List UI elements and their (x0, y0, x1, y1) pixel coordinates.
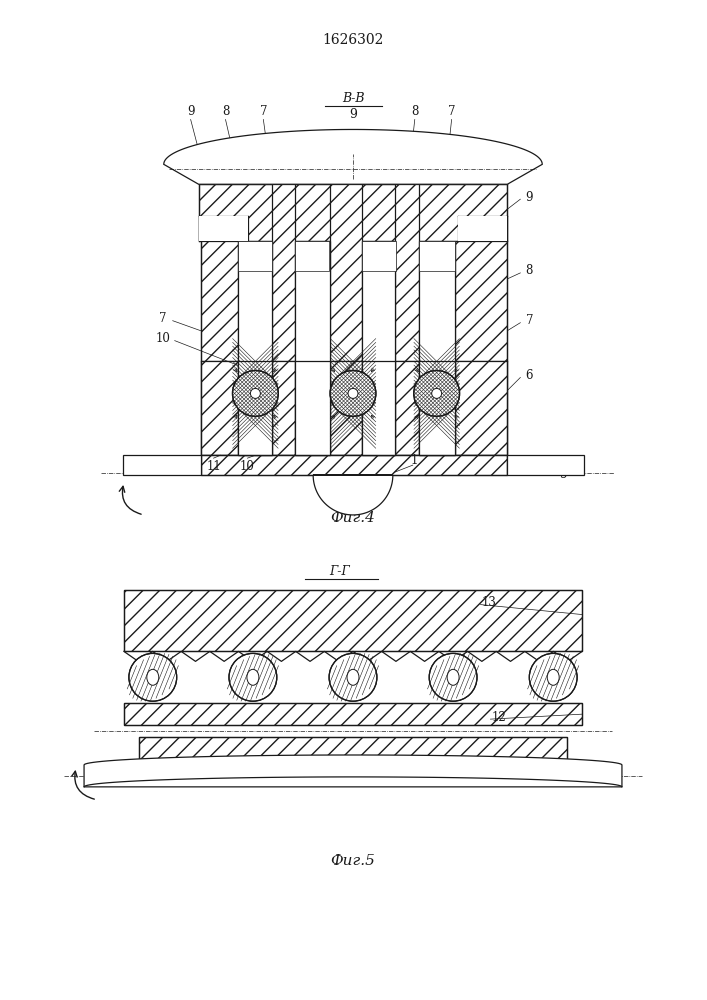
Text: 5: 5 (561, 468, 568, 481)
Bar (395, 184, 419, 455)
Bar (419, 361, 455, 455)
Ellipse shape (247, 669, 259, 685)
Text: 9: 9 (525, 191, 533, 204)
Bar (201, 241, 238, 455)
Bar (296, 361, 330, 455)
Bar (199, 216, 248, 241)
Bar (139, 737, 567, 765)
Text: 7: 7 (448, 105, 455, 118)
Text: 8: 8 (411, 105, 419, 118)
Bar (419, 241, 455, 271)
Bar (124, 703, 582, 725)
Text: 10: 10 (240, 460, 255, 473)
Text: 1626302: 1626302 (322, 33, 384, 47)
Text: 8: 8 (525, 264, 533, 277)
Ellipse shape (447, 669, 459, 685)
Circle shape (129, 653, 177, 701)
Bar (139, 737, 567, 765)
Polygon shape (164, 129, 542, 184)
Circle shape (250, 388, 260, 398)
Ellipse shape (547, 669, 559, 685)
Bar (238, 361, 272, 455)
Bar (238, 241, 272, 271)
Text: 7: 7 (259, 105, 267, 118)
Circle shape (329, 653, 377, 701)
Bar (296, 241, 330, 455)
Bar (455, 361, 508, 455)
Text: 7: 7 (525, 314, 533, 327)
Text: Г-Г: Г-Г (329, 565, 351, 578)
Bar (123, 455, 201, 475)
Bar (330, 184, 362, 455)
Text: 10: 10 (156, 332, 170, 345)
Bar (330, 361, 362, 455)
Polygon shape (84, 755, 622, 787)
Polygon shape (313, 475, 393, 515)
Text: 12: 12 (492, 711, 507, 724)
Text: Фиг.4: Фиг.4 (331, 511, 375, 525)
Bar (362, 241, 395, 455)
Bar (201, 455, 508, 475)
Circle shape (233, 371, 279, 416)
Text: В-В: В-В (341, 92, 364, 105)
Text: 11: 11 (346, 482, 361, 495)
Ellipse shape (347, 669, 359, 685)
Circle shape (414, 371, 460, 416)
Bar (419, 241, 455, 455)
Bar (124, 590, 582, 651)
Bar (238, 241, 272, 455)
Text: 13: 13 (482, 596, 497, 609)
Text: 1: 1 (411, 454, 419, 467)
Text: 6: 6 (525, 369, 533, 382)
Bar (124, 590, 582, 651)
Bar (296, 241, 329, 271)
Bar (455, 241, 508, 455)
Bar (272, 184, 296, 455)
Bar (199, 184, 508, 241)
Text: 9: 9 (349, 108, 357, 121)
Bar (362, 361, 395, 455)
Bar (508, 455, 584, 475)
Text: 9: 9 (187, 105, 194, 118)
Circle shape (330, 371, 376, 416)
Bar (272, 361, 296, 455)
Bar (362, 241, 396, 271)
Circle shape (432, 388, 442, 398)
Text: 11: 11 (206, 460, 221, 473)
Bar (395, 361, 419, 455)
Ellipse shape (147, 669, 159, 685)
Bar (201, 361, 238, 455)
Text: 8: 8 (222, 105, 229, 118)
Circle shape (348, 388, 358, 398)
Circle shape (429, 653, 477, 701)
Bar (124, 703, 582, 725)
Text: Фиг.5: Фиг.5 (331, 854, 375, 868)
Circle shape (229, 653, 277, 701)
Text: 7: 7 (159, 312, 167, 325)
Circle shape (530, 653, 577, 701)
Bar (457, 216, 508, 241)
Bar (201, 455, 508, 475)
